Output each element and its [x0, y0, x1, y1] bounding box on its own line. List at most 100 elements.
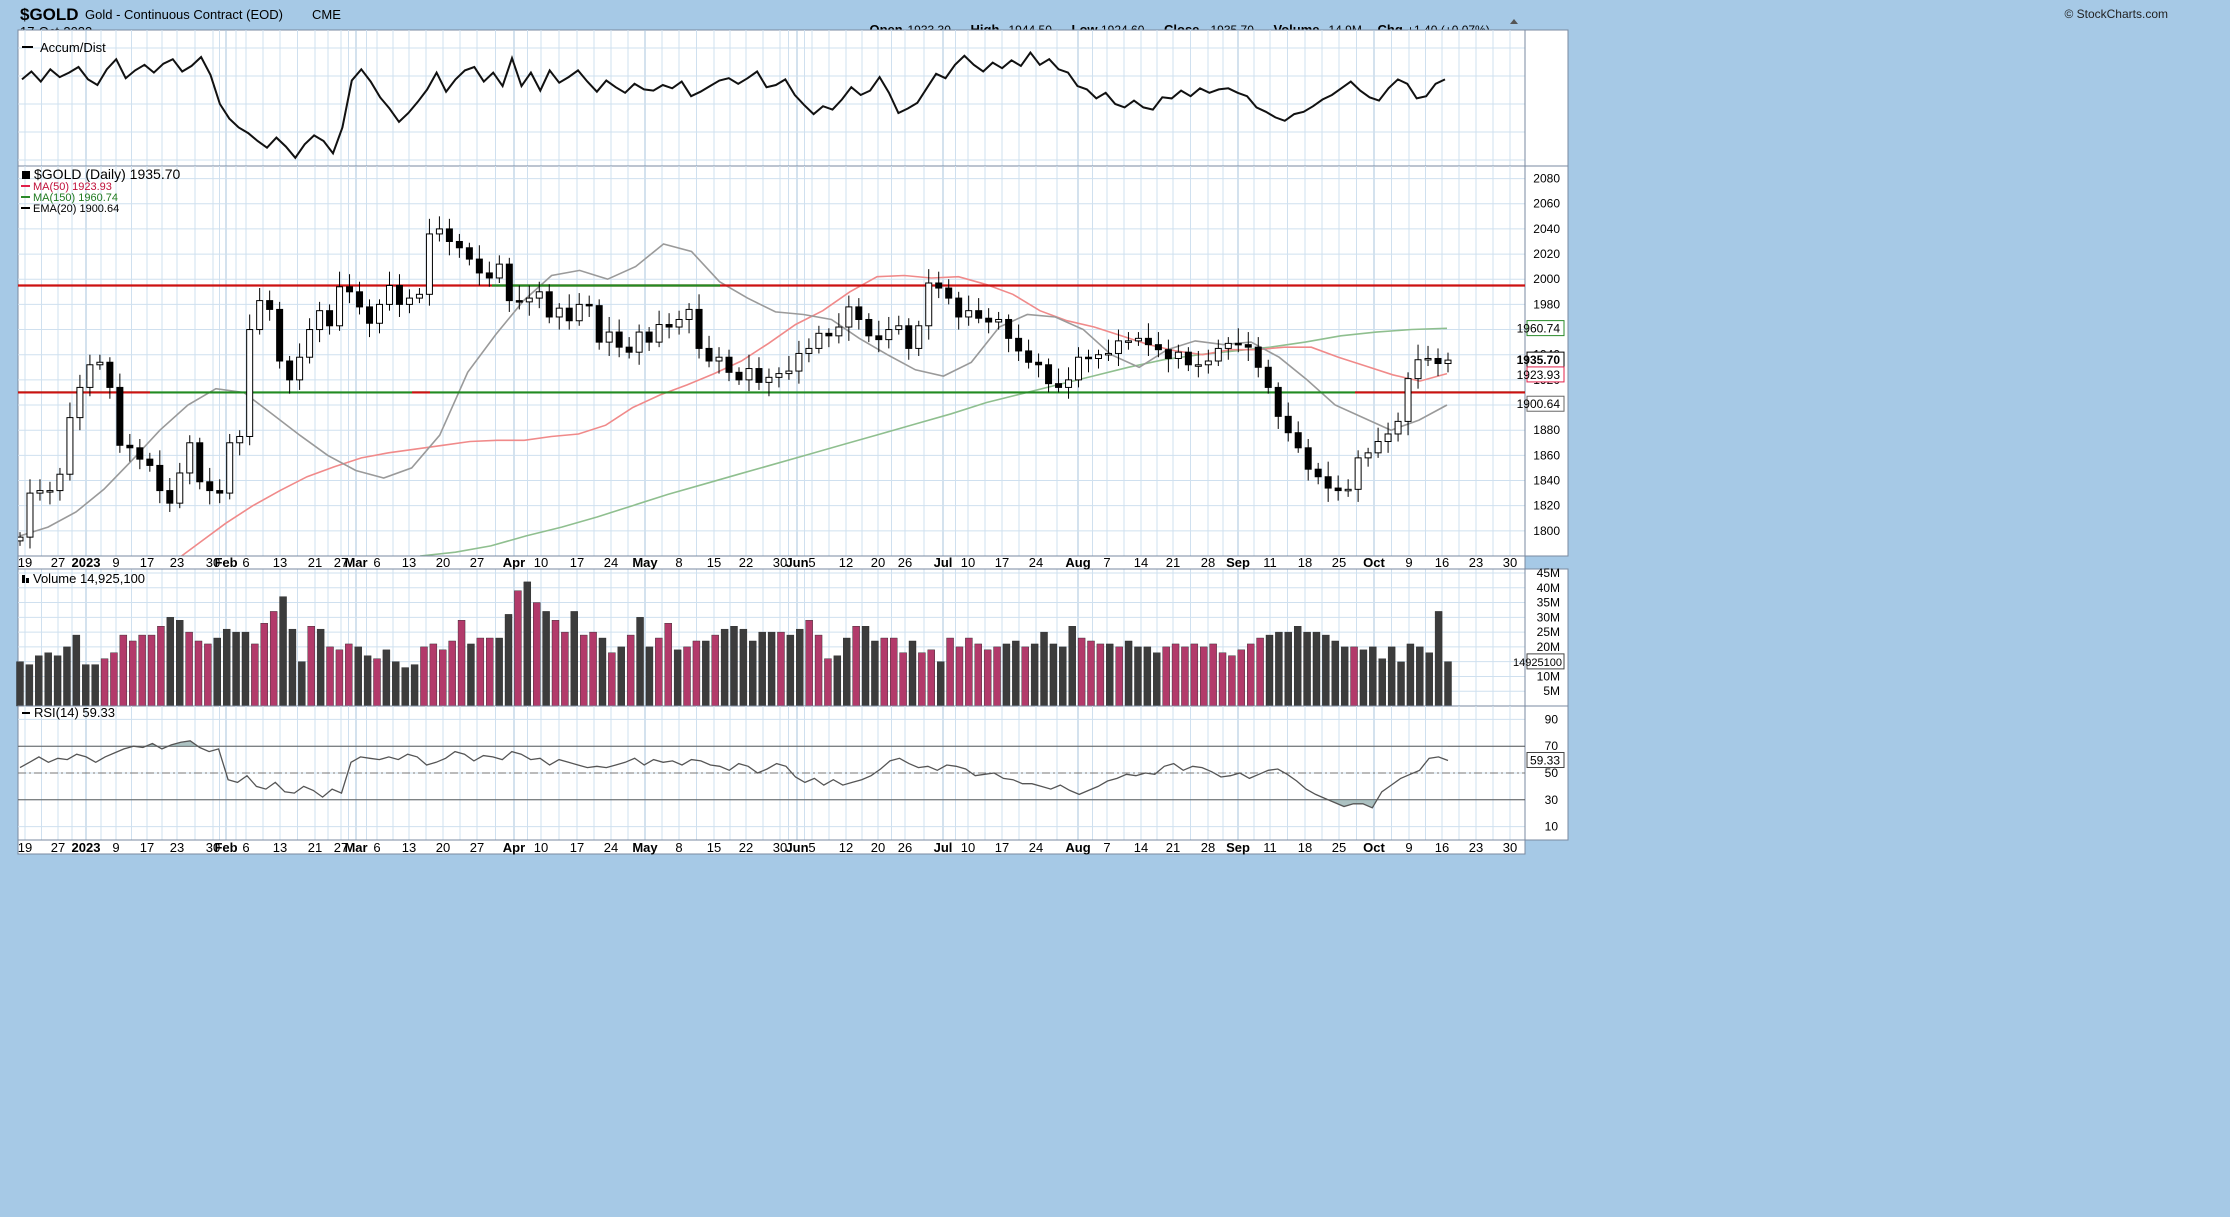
volume-bar [100, 658, 109, 707]
x-tick-label: Sep [1226, 840, 1250, 855]
volume-bar [335, 649, 344, 707]
volume-bar [767, 631, 776, 707]
x-tick-label: 6 [242, 555, 249, 570]
volume-bar [974, 643, 982, 707]
volume-bar [702, 640, 710, 707]
candle-body [1194, 364, 1202, 367]
volume-bar [1369, 646, 1377, 707]
x-tick-label: 22 [739, 840, 753, 855]
candle-body [1085, 356, 1093, 360]
plot-area [17, 165, 1526, 557]
candle-body [985, 317, 993, 323]
x-tick-label: 16 [1435, 555, 1449, 570]
x-tick-label: 7 [1103, 555, 1110, 570]
volume-bar [711, 634, 719, 707]
candle-body [885, 329, 893, 341]
price-series [18, 216, 1525, 556]
volume-bar [927, 649, 935, 707]
candle-body [26, 492, 34, 538]
x-tick-label: 22 [739, 555, 753, 570]
candle-body [975, 310, 983, 319]
candle-body [685, 308, 693, 320]
candle-body [675, 318, 683, 328]
volume-bar [739, 628, 748, 707]
volume-bar [561, 631, 569, 707]
x-tick-label: 25 [1332, 555, 1346, 570]
x-tick-label: Mar [344, 555, 367, 570]
x-tick-label: 24 [604, 555, 618, 570]
volume-bar [1397, 661, 1405, 707]
volume-bar [1181, 646, 1189, 707]
volume-bar [1312, 631, 1321, 707]
x-tick-label: 10 [961, 555, 975, 570]
candle-body [1015, 337, 1023, 352]
volume-bar [861, 626, 870, 707]
candle-body [1065, 379, 1073, 388]
candle-body [76, 386, 84, 419]
candle-body [1424, 357, 1432, 361]
volume-bar [420, 646, 428, 707]
candle-body [1025, 350, 1033, 363]
candle-body [995, 318, 1003, 323]
volume-bar [298, 661, 306, 707]
volume-bar [533, 602, 541, 707]
volume-bar [1106, 643, 1114, 707]
volume-bar [147, 634, 156, 707]
volume-bar [1012, 640, 1020, 707]
y-tick-label: 40M [1537, 581, 1560, 595]
volume-bar [1143, 646, 1152, 707]
x-tick-label: 19 [18, 840, 32, 855]
volume-bar [457, 620, 466, 707]
candle-body [186, 442, 194, 474]
volume-bar [476, 637, 485, 707]
volume-bar [1378, 658, 1386, 707]
volume-bar [288, 628, 297, 707]
x-tick-label: 8 [675, 840, 682, 855]
volume-bar [993, 646, 1001, 707]
candle-body [395, 285, 403, 305]
x-tick-label: 9 [112, 555, 119, 570]
volume-bar [983, 649, 992, 707]
x-tick-label: Sep [1226, 555, 1250, 570]
volume-bar [166, 617, 175, 707]
candle-body [1244, 344, 1252, 348]
volume-bar [373, 658, 381, 707]
candle-body [1075, 356, 1083, 381]
candle-body [635, 331, 643, 353]
volume-bar [1030, 643, 1039, 707]
candle-body [1224, 342, 1232, 349]
volume-bar [833, 655, 842, 707]
volume-bar [645, 646, 654, 707]
price-legend-text: MA(150) 1960.74 [33, 192, 118, 204]
x-tick-label: 6 [373, 555, 380, 570]
candle-body [1404, 378, 1412, 422]
candle-body [1354, 457, 1362, 490]
y-tick-label: 1980 [1533, 297, 1560, 311]
price-legend-text: MA(50) 1923.93 [33, 181, 112, 193]
candle-body [18, 536, 24, 542]
candle-body [1094, 354, 1102, 359]
volume-bar [805, 620, 813, 707]
y-tick-label: 20M [1537, 640, 1560, 654]
candle-body [1035, 361, 1043, 366]
volume-bar [1340, 646, 1349, 707]
volume-bar [251, 643, 259, 707]
candle-body [96, 361, 104, 366]
volume-bar [44, 652, 52, 707]
candle-body [665, 324, 673, 328]
legend-candle-icon [22, 171, 30, 179]
x-tick-label: Oct [1363, 840, 1385, 855]
y-tick-label: 45M [1537, 566, 1560, 580]
volume-bar [53, 655, 62, 707]
candle-body [815, 332, 823, 349]
candle-body [1334, 487, 1342, 492]
volume-bar [908, 640, 917, 707]
price-tag: 1935.70 [1517, 351, 1565, 368]
volume-bar [786, 634, 795, 707]
candle-body [136, 447, 144, 460]
candle-body [785, 370, 793, 375]
x-tick-label: 27 [51, 840, 65, 855]
volume-bar [1416, 646, 1424, 707]
candle-body [805, 347, 813, 354]
volume-bar [1387, 646, 1396, 707]
